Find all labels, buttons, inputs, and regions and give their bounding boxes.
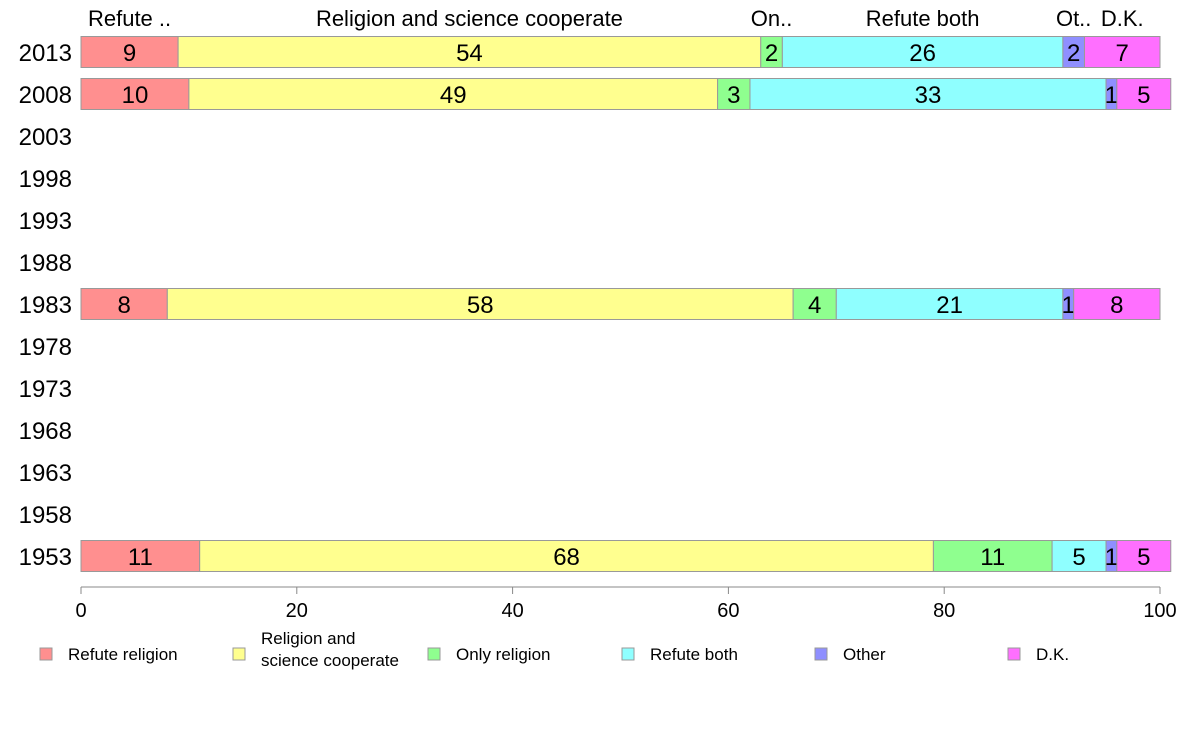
bar-value-label-1983-1: 58 <box>467 292 494 319</box>
legend-label-0-0: Refute religion <box>68 645 178 664</box>
bar-value-label-2013-5: 7 <box>1116 40 1129 67</box>
legend-label-4-0: Other <box>843 645 886 664</box>
year-label-1968: 1968 <box>19 418 72 445</box>
legend-swatch-4 <box>814 647 828 661</box>
top-label-3: Refute both <box>866 6 980 31</box>
top-label-0: Refute .. <box>88 6 171 31</box>
bar-value-label-1983-0: 8 <box>117 292 130 319</box>
bar-value-label-2008-5: 5 <box>1137 82 1150 109</box>
bar-value-label-1953-3: 5 <box>1072 544 1085 571</box>
bar-segment-2013-3 <box>781 36 1064 68</box>
x-tick-label-80: 80 <box>933 600 955 622</box>
bar-segment-1983-3 <box>835 288 1064 320</box>
legend-label-3-0: Refute both <box>650 645 738 664</box>
legend-swatch-5 <box>1007 647 1021 661</box>
top-segment-labels: Refute .. Religion and science cooperate O… <box>88 6 1144 31</box>
bar-value-label-1953-5: 5 <box>1137 544 1150 571</box>
year-label-1993: 1993 <box>19 208 72 235</box>
bar-segment-2013-5 <box>1083 36 1161 68</box>
bar-segment-1953-2 <box>932 540 1053 572</box>
legend-label-1-1: science cooperate <box>261 651 399 670</box>
bar-value-label-2008-0: 10 <box>122 82 149 109</box>
bar-value-label-2008-1: 49 <box>440 82 467 109</box>
x-tick-label-20: 20 <box>286 600 308 622</box>
bar-value-label-1953-4: 1 <box>1105 544 1118 571</box>
x-tick-label-40: 40 <box>501 600 523 622</box>
year-label-1983: 1983 <box>19 292 72 319</box>
bar-segment-2008-3 <box>749 78 1107 110</box>
bar-segment-2013-0 <box>80 36 179 68</box>
legend-label-1-0: Religion and <box>261 629 356 648</box>
bar-value-label-2013-2: 2 <box>765 40 778 67</box>
bar-segment-1983-2 <box>792 288 837 320</box>
bar-segment-1983-1 <box>166 288 794 320</box>
bar-segment-1953-5 <box>1116 540 1172 572</box>
x-axis: 0 20 40 60 80 100 <box>75 586 1177 622</box>
bar-value-label-2008-3: 33 <box>915 82 942 109</box>
legend-swatch-1 <box>232 647 246 661</box>
bar-value-label-2013-4: 2 <box>1067 40 1080 67</box>
bar-segment-2008-1 <box>188 78 719 110</box>
legend-label-5-0: D.K. <box>1036 645 1069 664</box>
legend-swatch-2 <box>427 647 441 661</box>
bar-value-label-1983-5: 8 <box>1110 292 1123 319</box>
legend-swatch-0 <box>39 647 53 661</box>
bars: 11 68 11 5 1 58 58 4 21 1 810 49 3 33 1 59 54 2 26 2 7 <box>80 36 1172 572</box>
year-label-1963: 1963 <box>19 460 72 487</box>
bar-value-label-1983-4: 1 <box>1062 292 1075 319</box>
bar-value-label-1983-3: 21 <box>936 292 963 319</box>
year-label-1958: 1958 <box>19 502 72 529</box>
bar-segment-1983-0 <box>80 288 168 320</box>
year-label-1998: 1998 <box>19 166 72 193</box>
bar-segment-1953-0 <box>80 540 201 572</box>
year-label-2003: 2003 <box>19 124 72 151</box>
bar-value-label-1953-1: 68 <box>553 544 580 571</box>
x-tick-label-0: 0 <box>75 600 86 622</box>
top-label-1: Religion and science cooperate <box>316 6 623 31</box>
legend: Refute religion Religion and science coope… <box>39 629 1069 670</box>
bar-segment-2008-5 <box>1116 78 1172 110</box>
legend-swatch-3 <box>621 647 635 661</box>
year-label-1953: 1953 <box>19 544 72 571</box>
year-label-2008: 2008 <box>19 82 72 109</box>
bar-value-label-2008-2: 3 <box>727 82 740 109</box>
bar-value-label-1953-0: 11 <box>128 544 153 571</box>
bar-value-label-2013-3: 26 <box>909 40 936 67</box>
bar-value-label-2013-0: 9 <box>123 40 136 67</box>
x-tick-label-60: 60 <box>717 600 739 622</box>
year-label-2013: 2013 <box>19 40 72 67</box>
bar-segment-1983-5 <box>1073 288 1161 320</box>
bar-segment-2008-2 <box>717 78 751 110</box>
year-label-1978: 1978 <box>19 334 72 361</box>
bar-value-label-1953-2: 11 <box>980 544 1005 571</box>
bar-segment-2013-1 <box>177 36 762 68</box>
top-label-4: Ot.. <box>1056 6 1091 31</box>
top-label-5: D.K. <box>1101 6 1144 31</box>
year-axis-labels: 1953 1958 1963 1968 1973 1978 1983 1988 1993 1998… <box>19 40 72 571</box>
year-label-1988: 1988 <box>19 250 72 277</box>
year-label-1973: 1973 <box>19 376 72 403</box>
top-label-2: On.. <box>751 6 793 31</box>
bar-value-label-2008-4: 1 <box>1105 82 1118 109</box>
bar-segment-2008-0 <box>80 78 190 110</box>
bar-value-label-2013-1: 54 <box>456 40 483 67</box>
bar-value-label-1983-2: 4 <box>808 292 821 319</box>
x-tick-label-100: 100 <box>1143 600 1176 622</box>
legend-label-2-0: Only religion <box>456 645 551 664</box>
bar-segment-1953-1 <box>199 540 934 572</box>
